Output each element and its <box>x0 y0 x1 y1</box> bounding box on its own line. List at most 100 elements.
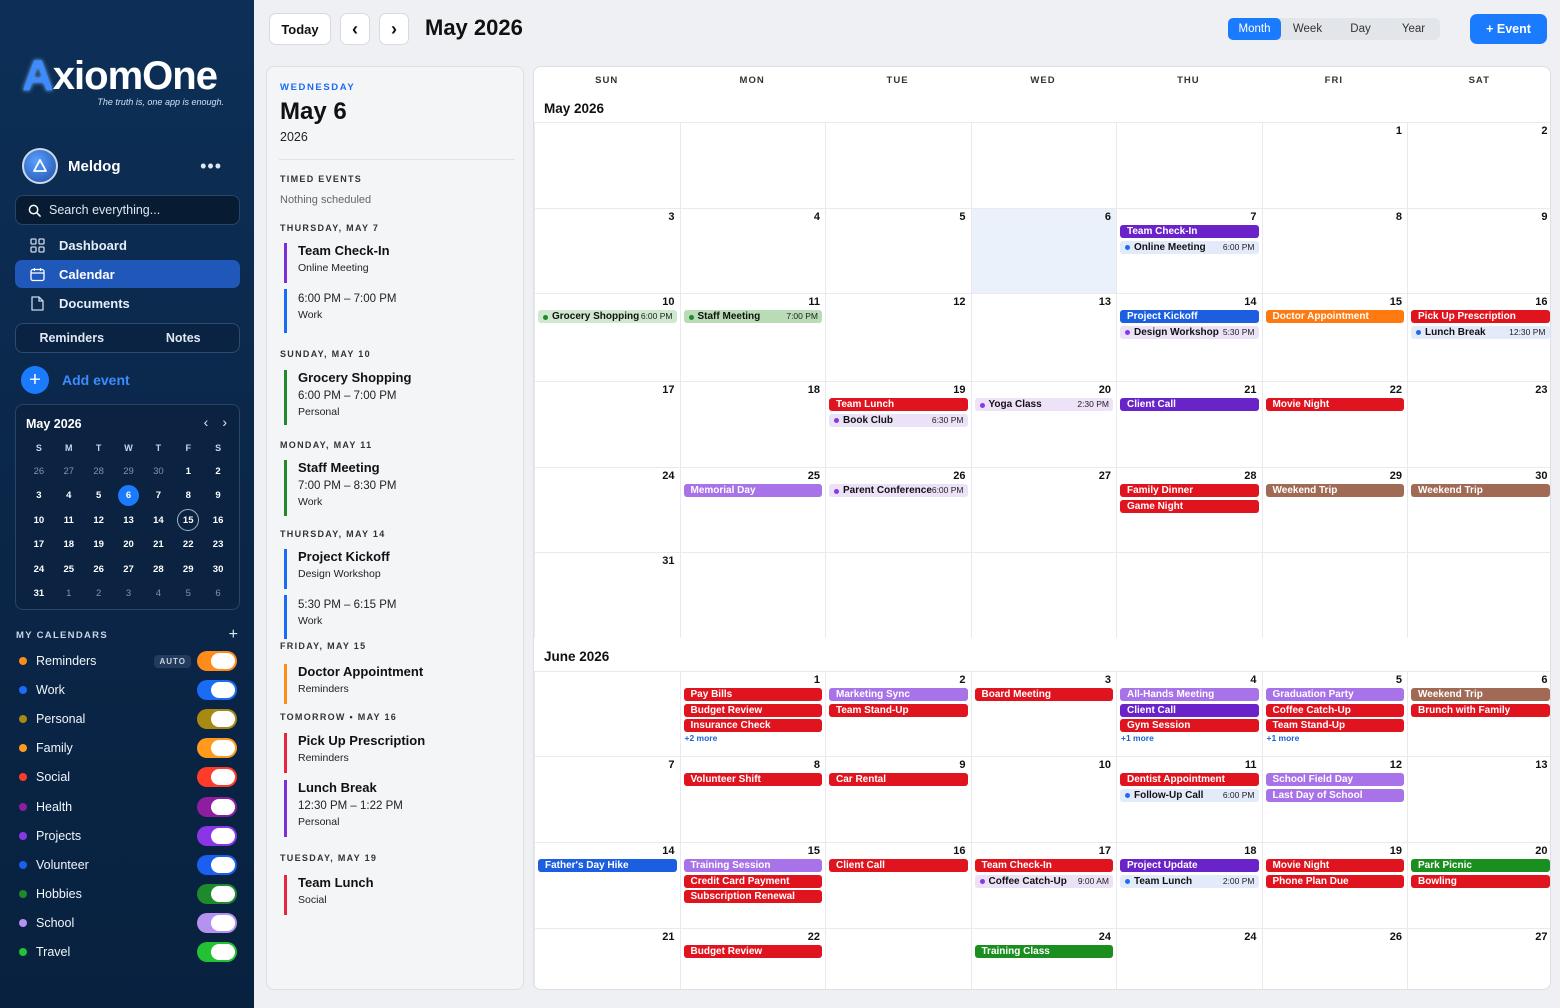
event-chip[interactable]: All-Hands Meeting <box>1120 688 1259 701</box>
day-cell[interactable]: 1 Pay Bills Budget Review Insurance Check +2… <box>679 671 825 756</box>
more-events-link[interactable]: +1 more <box>1121 733 1154 743</box>
day-cell[interactable]: 15 Training Session Credit Card Payment Sub… <box>679 842 825 928</box>
timed-event-chip[interactable]: Yoga Class 2:30 PM <box>974 398 1113 411</box>
add-calendar-icon[interactable]: + <box>228 626 238 643</box>
event-chip[interactable]: Budget Review <box>683 703 822 717</box>
day-cell[interactable]: 13 <box>970 293 1116 381</box>
mini-day[interactable]: 26 <box>24 459 54 484</box>
calendar-toggle[interactable] <box>197 738 237 759</box>
day-cell[interactable]: 21 <box>534 928 680 989</box>
mini-day[interactable]: 31 <box>24 582 54 607</box>
day-cell[interactable] <box>679 122 825 208</box>
event-chip[interactable]: Weekend Trip <box>1411 688 1550 701</box>
event-chip[interactable]: Project Kickoff <box>1120 310 1259 323</box>
view-year-tab[interactable]: Year <box>1401 23 1426 35</box>
reminders-tab[interactable]: Reminders <box>39 331 105 345</box>
day-cell[interactable]: 2 Marketing Sync Team Stand-Up <box>825 671 971 756</box>
agenda-event[interactable]: Lunch Break 12:30 PM – 1:22 PM Personal <box>284 780 403 837</box>
mini-day[interactable]: 1 <box>54 582 84 607</box>
day-cell[interactable]: 3 Board Meeting <box>970 671 1116 756</box>
day-cell[interactable] <box>825 552 971 638</box>
agenda-event[interactable]: Pick Up Prescription Reminders <box>284 733 425 773</box>
calendar-row[interactable]: Volunteer <box>19 854 237 876</box>
more-events-link[interactable]: +1 more <box>1266 733 1300 743</box>
search-box[interactable] <box>15 195 240 225</box>
mini-day[interactable]: 12 <box>84 508 114 533</box>
mini-day[interactable]: 4 <box>54 484 84 509</box>
event-chip[interactable]: Team Stand-Up <box>1265 719 1404 732</box>
day-cell[interactable]: 7 <box>534 756 680 842</box>
day-cell[interactable]: 16 Pick Up Prescription Lunch Break 12:30 P… <box>1407 293 1550 381</box>
mini-day[interactable]: 16 <box>203 508 233 533</box>
event-chip[interactable]: Family Dinner <box>1120 484 1259 497</box>
event-chip[interactable]: Weekend Trip <box>1411 484 1550 497</box>
calendar-toggle[interactable] <box>197 942 237 962</box>
mini-day[interactable]: 20 <box>114 533 144 558</box>
timed-event-chip[interactable]: Book Club 6:30 PM <box>829 413 968 427</box>
day-cell[interactable] <box>825 928 971 989</box>
mini-day[interactable]: 30 <box>203 557 233 582</box>
agenda-event[interactable]: Staff Meeting 7:00 PM – 8:30 PM Work <box>284 460 396 516</box>
mini-day[interactable]: 18 <box>54 533 84 558</box>
event-chip[interactable]: Project Update <box>1120 859 1259 872</box>
day-cell[interactable] <box>970 122 1116 208</box>
view-day-tab[interactable]: Day <box>1350 23 1371 35</box>
event-chip[interactable]: Insurance Check <box>683 719 822 732</box>
day-cell[interactable]: 10 <box>970 756 1116 842</box>
mini-day[interactable]: 2 <box>203 459 233 484</box>
mini-day[interactable]: 14 <box>143 508 173 533</box>
mini-day[interactable]: 13 <box>114 508 144 533</box>
event-chip[interactable]: Movie Night <box>1265 859 1404 872</box>
day-cell[interactable]: 23 <box>1407 381 1550 467</box>
mini-day[interactable]: 29 <box>114 459 144 484</box>
calendar-row[interactable]: Work <box>19 679 237 701</box>
add-event-button[interactable]: + Add event <box>21 366 130 394</box>
mini-day[interactable]: 25 <box>54 557 84 582</box>
mini-day[interactable]: 28 <box>84 459 114 484</box>
agenda-event[interactable]: Doctor Appointment Reminders <box>284 664 423 704</box>
day-cell[interactable]: 26 <box>1261 928 1407 989</box>
mini-day[interactable]: 30 <box>143 459 173 484</box>
day-cell[interactable]: 20 Yoga Class 2:30 PM <box>970 381 1116 467</box>
mini-day[interactable]: 17 <box>24 533 54 558</box>
day-cell[interactable]: 17 <box>534 381 680 467</box>
event-chip[interactable]: Team Check-In <box>1120 225 1259 238</box>
event-chip[interactable]: Volunteer Shift <box>683 773 822 786</box>
day-cell[interactable]: 13 <box>1407 756 1550 842</box>
day-cell[interactable] <box>1116 122 1262 208</box>
day-cell[interactable] <box>1116 552 1262 638</box>
more-events-link[interactable]: +2 more <box>684 733 718 743</box>
view-month-tab[interactable]: Month <box>1228 18 1281 40</box>
day-cell[interactable]: 10 Grocery Shopping 6:00 PM <box>534 293 680 381</box>
calendar-toggle[interactable] <box>197 912 237 933</box>
calendar-row[interactable]: Reminders AUTO <box>19 650 237 672</box>
day-cell[interactable] <box>1407 552 1550 638</box>
mini-day[interactable]: 22 <box>173 533 203 558</box>
day-cell[interactable]: 25 Memorial Day <box>679 467 825 552</box>
mini-day[interactable]: 15 <box>173 508 203 533</box>
day-cell[interactable]: 30 Weekend Trip <box>1407 467 1550 552</box>
calendar-toggle[interactable] <box>197 709 237 730</box>
event-chip[interactable]: Park Picnic <box>1411 859 1550 872</box>
notes-tab[interactable]: Notes <box>165 331 201 345</box>
event-chip[interactable]: Team Stand-Up <box>829 703 968 717</box>
day-cell[interactable]: 14 Project Kickoff Design Workshop 5:30 PM <box>1116 293 1262 381</box>
event-chip[interactable]: Graduation Party <box>1265 688 1404 701</box>
day-cell[interactable] <box>1261 552 1407 638</box>
timed-event-chip[interactable]: Coffee Catch-Up 9:00 AM <box>974 874 1113 888</box>
calendar-toggle[interactable] <box>197 854 237 875</box>
day-cell[interactable]: 31 <box>534 552 680 638</box>
day-cell[interactable] <box>825 122 971 208</box>
calendar-toggle[interactable] <box>197 651 237 671</box>
calendar-row[interactable]: Hobbies <box>19 883 237 905</box>
day-cell[interactable]: 29 Weekend Trip <box>1261 467 1407 552</box>
event-chip[interactable]: Weekend Trip <box>1265 484 1404 497</box>
agenda-event[interactable]: Project Kickoff Design Workshop <box>284 549 390 589</box>
calendar-row[interactable]: Family <box>19 737 237 759</box>
mini-day[interactable]: 7 <box>143 484 173 509</box>
day-cell[interactable]: 5 <box>825 208 971 293</box>
day-cell[interactable]: 6 <box>970 208 1116 293</box>
mini-day[interactable]: 5 <box>84 484 114 509</box>
chevron-left-icon[interactable]: ‹ <box>340 13 370 45</box>
timed-event-chip[interactable]: Staff Meeting 7:00 PM <box>683 310 822 323</box>
